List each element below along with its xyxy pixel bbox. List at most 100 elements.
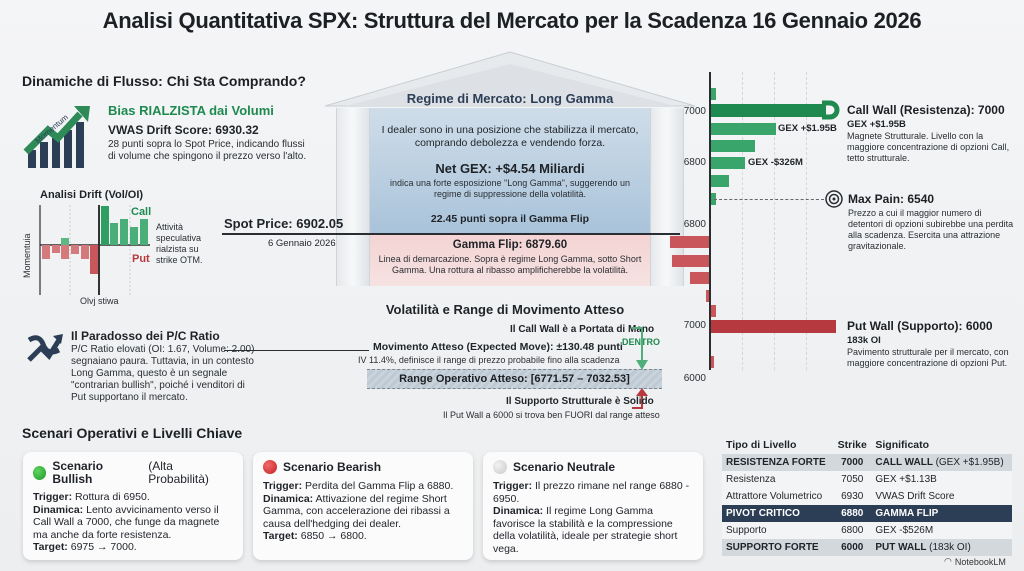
y-label: 7000 (683, 106, 706, 117)
bullish-dynamic: Lento avvicinamento verso il Call Wall a… (33, 503, 220, 541)
red-dot-icon (263, 460, 277, 474)
pc-desc: P/C Ratio elovati (OI: 1.67, Volume: 2.0… (71, 344, 255, 403)
dynamic-label: Dinamica: (493, 505, 544, 517)
magnet-icon (822, 100, 840, 120)
brand-label: NotebookLM (954, 556, 1006, 567)
y-label: 6000 (683, 373, 706, 384)
spot-price-line (222, 233, 680, 235)
bullish-target: 6975 → 7000. (70, 541, 137, 553)
scenario-bullish-card: Scenario Bullish (Alta Probabilità) Trig… (23, 452, 243, 560)
gex-label-1: GEX +$1.95B (778, 123, 837, 134)
col-meaning: Significato (875, 439, 930, 451)
pc-title: Il Paradosso dei P/C Ratio (71, 329, 220, 343)
gamma-flip-title: Gamma Flip: 6879.60 (452, 239, 568, 251)
gex-bar (711, 356, 714, 368)
net-gex: Net GEX: +$4.54 Miliardi (435, 161, 585, 176)
level-type: SUPPORTO FORTE (726, 542, 819, 553)
gex-bar (711, 140, 755, 152)
level-strike: 6930 (841, 491, 864, 502)
vwas-title: VWAS Drift Score: 6930.32 (108, 123, 259, 137)
flow-heading: Dinamiche di Flusso: Chi Sta Comprando? (22, 73, 306, 89)
levels-table: Tipo di Livello Strike Significato RESIS… (722, 436, 1012, 556)
neutral-dynamic: Il regime Long Gamma favorisce la stabil… (493, 505, 678, 555)
paradox-arrows-icon (27, 334, 63, 362)
put-wall-bar (711, 320, 836, 333)
regime-panel (370, 108, 650, 234)
drift-title: Analisi Drift (Vol/OI) (40, 189, 144, 201)
level-type: Supporto (726, 525, 767, 536)
table-row: PIVOT CRITICO 6880 GAMMA FLIP (722, 505, 1012, 522)
level-type: Resistenza (726, 474, 776, 485)
drift-put-label: Put (132, 253, 150, 265)
table-row: Resistenza 7050 GEX +$1.13B (722, 471, 1012, 488)
col-type: Tipo di Livello (726, 439, 797, 451)
drift-bar-chart (39, 205, 150, 295)
table-row: RESISTENZA FORTE 7000 CALL WALL (GEX +$1… (722, 454, 1012, 471)
expected-move-line (224, 350, 369, 351)
level-type: RESISTENZA FORTE (726, 457, 826, 468)
dynamic-label: Dinamica: (33, 503, 84, 516)
drift-call-label: Call (131, 206, 152, 218)
table-row: Supporto 6800 GEX -$526M (722, 522, 1012, 539)
regime-desc: I dealer sono in una posizione che stabi… (381, 124, 639, 149)
table-row: SUPPORTO FORTE 6000 PUT WALL (183k OI) (722, 539, 1012, 556)
regime-title: Regime di Mercato: Long Gamma (406, 91, 614, 106)
notebooklm-watermark: ◠ NotebookLM (944, 556, 1006, 567)
gex-bar (711, 305, 716, 317)
table-header-row: Tipo di Livello Strike Significato (722, 436, 1012, 454)
gex-bar (711, 193, 716, 205)
level-meaning: GEX +$1.13B (875, 474, 937, 485)
max-pain-line (714, 199, 824, 200)
y-label: 6800 (683, 219, 706, 230)
notebooklm-logo-icon: ◠ (944, 556, 952, 566)
table-row: Attrattore Volumetrico 6930 VWAS Drift S… (722, 488, 1012, 505)
level-meaning: VWAS Drift Score (875, 491, 955, 502)
bullish-trigger: Rottura di 6950. (75, 491, 150, 503)
max-pain-desc: Prezzo a cui il maggior numero di detent… (848, 208, 1014, 251)
gex-bar (711, 175, 729, 187)
gamma-flip-panel (370, 234, 650, 286)
volatility-heading: Volatilità e Range di Movimento Atteso (385, 302, 625, 317)
range-arrows-icon (632, 327, 648, 409)
gex-bar (711, 123, 776, 135)
bearish-trigger: Perdita del Gamma Flip a 6880. (305, 480, 454, 492)
scenarios-heading: Scenari Operativi e Livelli Chiave (22, 425, 243, 441)
dynamic-label: Dinamica: (263, 492, 314, 505)
grid-line (742, 72, 743, 370)
grid-line (774, 72, 775, 370)
level-meaning: PUT WALL (183k OI) (875, 542, 971, 553)
put-wall-desc: Pavimento strutturale per il mercato, co… (847, 347, 1009, 368)
gray-dot-icon (493, 460, 507, 474)
target-label: Target: (263, 530, 298, 542)
gex-bar-negative (690, 272, 709, 284)
gex-label-2: GEX -$326M (748, 157, 803, 168)
temple-roof (324, 51, 696, 107)
neutral-trigger: Il prezzo rimane nel range 6880 - 6950. (493, 480, 690, 505)
level-type: PIVOT CRITICO (726, 508, 800, 519)
level-type: Attrattore Volumetrico (726, 491, 823, 502)
support-title: Il Supporto Strutturale è Solido (506, 396, 654, 407)
gex-bar (711, 88, 716, 100)
support-desc: Il Put Wall a 6000 si trova ben FUORI da… (443, 410, 660, 420)
target-label: Target: (33, 541, 68, 553)
put-wall-title: Put Wall (Supporto): 6000 (847, 319, 993, 333)
gex-bar-negative (670, 236, 709, 248)
bias-title: Bias RIALZISTA dai Volumi (108, 103, 274, 118)
trigger-label: Trigger: (493, 480, 533, 492)
level-strike: 7000 (841, 457, 864, 468)
iv-desc: IV 11.4%, definisce il range di prezzo p… (358, 355, 620, 365)
gex-bar-negative (706, 290, 709, 302)
spot-price: Spot Price: 6902.05 (224, 216, 344, 231)
expected-range-band: Range Operativo Atteso: [6771.57 – 7032.… (367, 369, 662, 389)
bullish-subtitle: (Alta Probabilità) (148, 459, 209, 486)
above-flip: 22.45 punti sopra il Gamma Flip (430, 213, 590, 225)
drift-ylabel: Momentuia (22, 233, 32, 278)
level-meaning: GAMMA FLIP (875, 508, 939, 519)
bearish-title: Scenario Bearish (283, 459, 382, 474)
expected-move: Movimento Atteso (Expected Move): ±130.4… (373, 341, 623, 353)
vwas-desc: 28 punti sopra lo Spot Price, indicando … (108, 139, 307, 162)
green-dot-icon (33, 465, 47, 480)
col-strike: Strike (837, 439, 867, 451)
call-wall-bar (711, 104, 826, 117)
gex-chart-axis (709, 72, 711, 370)
